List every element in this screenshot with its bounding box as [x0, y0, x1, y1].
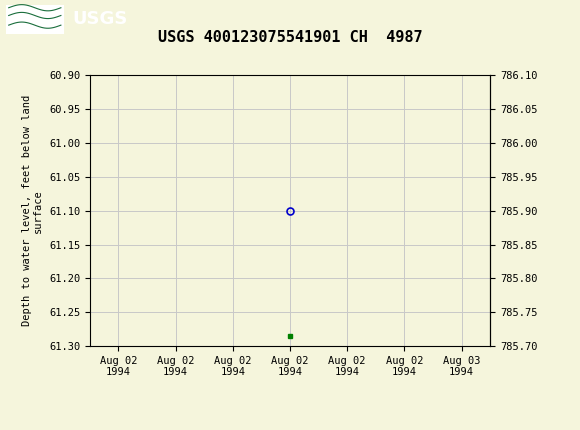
- Text: USGS 400123075541901 CH  4987: USGS 400123075541901 CH 4987: [158, 30, 422, 45]
- Y-axis label: Depth to water level, feet below land
surface: Depth to water level, feet below land su…: [22, 95, 44, 326]
- Text: USGS: USGS: [72, 10, 128, 28]
- FancyBboxPatch shape: [6, 5, 64, 34]
